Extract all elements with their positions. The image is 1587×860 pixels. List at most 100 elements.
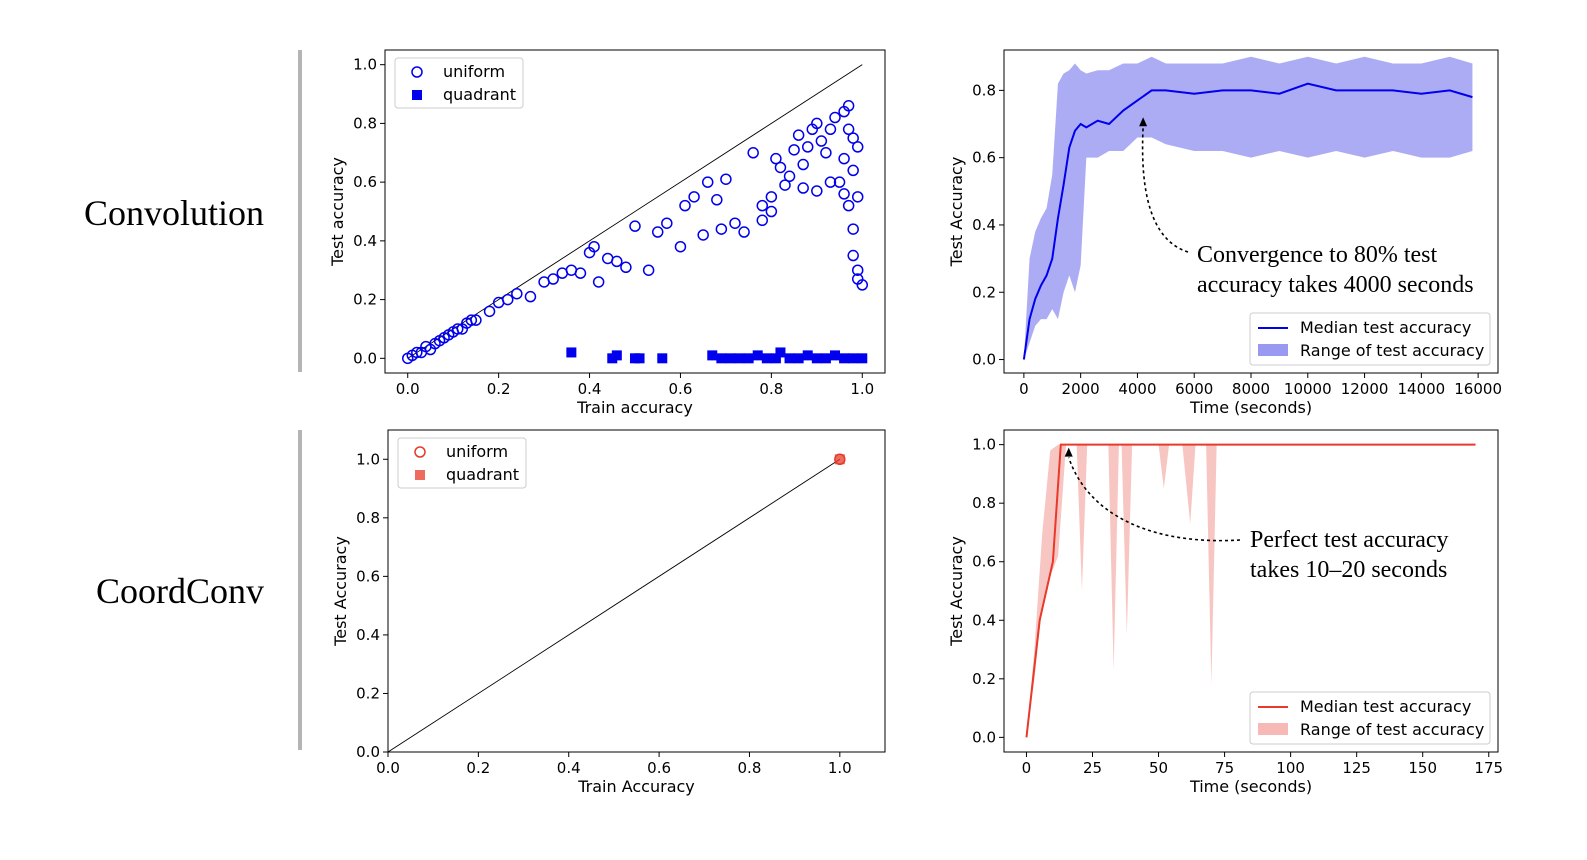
chart-0-point-uniform [842, 100, 855, 112]
chart-0-point-uniform [851, 141, 864, 153]
chart-0-point-quadrant [857, 353, 868, 364]
chart-0-point-uniform [811, 185, 823, 197]
chart-1-ytick-label: 0.8 [972, 81, 996, 99]
chart-0-point-quadrant [707, 350, 718, 361]
chart-1-xlabel: Time (seconds) [1189, 398, 1312, 417]
chart-3-annotation-arrowhead [1064, 447, 1073, 457]
chart-0-legend-swatch [411, 66, 423, 78]
chart-2-legend: uniform quadrant [397, 437, 527, 489]
chart-0-point-uniform [820, 147, 832, 159]
chart-3-ytick-label: 1.0 [972, 436, 996, 454]
chart-2-ytick-label: 0.8 [356, 509, 380, 527]
chart-0-point-uniform [547, 273, 559, 285]
chart-3-xtick-label: 50 [1149, 759, 1168, 777]
chart-0-xlabel: Train accuracy [576, 398, 693, 417]
chart-0-point-uniform [842, 123, 855, 136]
chart-2-xtick-label: 0.4 [557, 759, 581, 777]
chart-0-point-uniform [851, 191, 864, 203]
chart-2-xtick-label: 0.2 [466, 759, 490, 777]
chart-0-point-quadrant [839, 353, 850, 364]
chart-0-point-uniform [815, 135, 828, 147]
chart-1-annotation-text: Convergence to 80% test [1197, 242, 1437, 268]
chart-2-marks [387, 453, 846, 753]
chart-2-ytick-label: 0.2 [356, 684, 380, 702]
chart-3-xtick-label: 75 [1215, 759, 1234, 777]
chart-0-ytick-label: 1.0 [353, 56, 377, 74]
chart-1-xtick-label: 12000 [1341, 380, 1389, 398]
row-divider-convolution [298, 50, 302, 372]
chart-0-point-uniform [756, 214, 769, 227]
chart-0-ylabel: Test accuracy [328, 157, 347, 267]
chart-2-xtick-label: 0.0 [376, 759, 400, 777]
chart-0-point-uniform [824, 176, 837, 188]
chart-0-point-quadrant [734, 353, 745, 364]
chart-0-point-quadrant [752, 350, 763, 361]
chart-0-point-uniform [592, 276, 605, 288]
chart-0-point-uniform [765, 191, 778, 203]
chart-3-legend-label: Range of test accuracy [1300, 720, 1484, 739]
chart-3-ytick-label: 0.0 [972, 728, 996, 746]
chart-3-annotation-text: takes 10–20 seconds [1250, 557, 1447, 583]
chart-0-point-uniform [847, 223, 859, 235]
chart-0-ytick-label: 0.6 [353, 173, 377, 191]
chart-0-xtick-label: 0.6 [669, 380, 693, 398]
chart-0-point-uniform [783, 170, 796, 183]
chart-0-point-uniform [688, 191, 700, 203]
chart-0-point-quadrant [830, 350, 840, 361]
chart-3-xtick-label: 175 [1474, 759, 1503, 777]
chart-2-ylabel: Test Accuracy [331, 536, 350, 647]
chart-0-point-uniform [701, 176, 714, 188]
chart-1-annotation: Convergence to 80% test accuracy takes 40… [1139, 117, 1474, 298]
chart-0-ytick-label: 0.4 [353, 232, 377, 250]
chart-0-point-uniform [674, 240, 687, 253]
chart-2-xlabel: Train Accuracy [577, 777, 695, 796]
chart-0-legend: uniform quadrant [394, 57, 524, 109]
chart-0-point-quadrant [743, 353, 754, 364]
chart-0-point-uniform [411, 346, 423, 359]
row-divider-coordconv [298, 430, 302, 750]
chart-3-median-line [1025, 443, 1476, 738]
chart-2-legend-swatch [415, 470, 425, 480]
chart-0-point-uniform [770, 152, 782, 165]
chart-0-xtick-label: 0.2 [487, 380, 511, 398]
chart-0-point-uniform [574, 267, 587, 279]
chart-0-point-uniform [501, 293, 514, 306]
chart-0-point-uniform [797, 182, 809, 194]
chart-0-point-uniform [842, 199, 855, 212]
chart-2-ytick-label: 0.0 [356, 743, 380, 761]
chart-3-xtick-label: 125 [1342, 759, 1371, 777]
chart-0-point-uniform [801, 141, 814, 153]
chart-0-point-quadrant [848, 353, 859, 364]
chart-1-xtick-label: 0 [1019, 380, 1029, 398]
chart-2-axes: 0.0 0.2 0.4 0.6 0.8 1.0 0.0 0.2 0.4 0.6 0.8 1.0 Trai… [331, 429, 886, 796]
chart-0-point-uniform [851, 264, 864, 276]
chart-1-ytick-label: 0.2 [972, 283, 996, 301]
chart-3-legend: Median test accuracy Range of test accura… [1249, 691, 1491, 745]
chart-3-ytick-label: 0.4 [972, 611, 996, 629]
chart-0-point-uniform [738, 226, 750, 238]
chart-0-point-quadrant [566, 347, 577, 358]
chart-0-point-uniform [483, 305, 496, 318]
chart-0-point-uniform [788, 144, 800, 156]
chart-1-median-line [1022, 82, 1473, 360]
chart-0-legend-label: uniform [443, 62, 505, 81]
chart-0-point-uniform [847, 132, 859, 144]
chart-0-point-uniform [588, 240, 600, 253]
chart-0-legend-box [394, 57, 524, 109]
row-label-coordconv: CoordConv [96, 571, 265, 611]
chart-0-point-uniform [720, 173, 732, 185]
chart-1-annotation-text: accuracy takes 4000 seconds [1197, 272, 1474, 298]
chart-2-xtick-label: 0.6 [647, 759, 671, 777]
chart-0-point-uniform [524, 290, 537, 303]
chart-1-ylabel: Test Accuracy [947, 157, 966, 268]
chart-3-xtick-label: 0 [1022, 759, 1032, 777]
chart-2-xtick-label: 0.8 [738, 759, 762, 777]
chart-0-point-quadrant [716, 353, 727, 364]
chart-0-point-uniform [838, 188, 850, 200]
chart-0-point-uniform [451, 323, 464, 335]
chart-3-ytick-label: 0.2 [972, 670, 996, 688]
chart-3-legend-label: Median test accuracy [1300, 697, 1471, 716]
chart-0-point-uniform [729, 217, 741, 229]
chart-0-point-uniform [792, 129, 805, 141]
